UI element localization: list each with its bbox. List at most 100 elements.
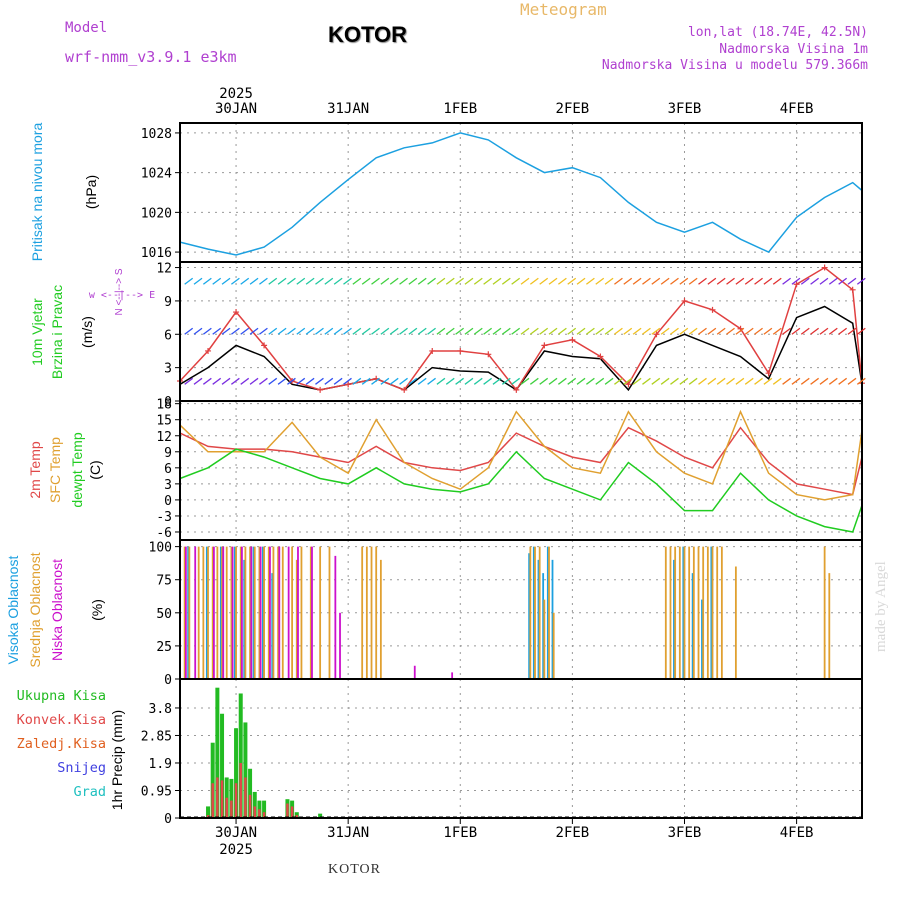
wind-barb (268, 327, 278, 335)
wind-barb (548, 277, 558, 285)
top-day-label: 2FEB (556, 101, 590, 117)
gust-marker (653, 331, 660, 338)
wind-barb (184, 377, 194, 385)
wind-barb (716, 327, 726, 335)
precip-bar (234, 728, 239, 818)
wind-axis-unit: (m/s) (79, 316, 95, 348)
y-tick-label: 1.9 (149, 757, 172, 772)
bottom-day-label: 1FEB (443, 825, 477, 841)
wind-axis-title-2: Brzina i Pravac (49, 285, 65, 379)
wind-barb (567, 377, 577, 385)
wind-barb (230, 327, 240, 335)
gust-marker (317, 386, 324, 393)
wind-barb (296, 327, 306, 335)
model-name: wrf-nmm_v3.9.1 e3km (65, 48, 237, 66)
wind-barb (221, 327, 231, 335)
wind-barb (679, 327, 689, 335)
wind-barb (455, 277, 464, 285)
wind-barb (287, 277, 296, 285)
wind-barb (539, 277, 549, 285)
series-line (179, 132, 863, 256)
precip-bar (210, 742, 215, 818)
wind-barb (604, 277, 614, 285)
wind-barb (791, 327, 801, 335)
wind-barb (492, 277, 502, 285)
wind-barb (445, 277, 455, 285)
y-tick-label: 12 (156, 430, 172, 445)
precip-bar (244, 777, 247, 818)
gust-marker (793, 281, 800, 288)
y-tick-label: -3 (156, 510, 172, 525)
wind-barb (305, 327, 315, 335)
station-title: KOTOR (328, 22, 408, 47)
wind-barb (352, 377, 362, 385)
wind-barb (380, 377, 390, 385)
wind-barb (230, 377, 240, 385)
y-tick-label: 12 (156, 262, 172, 277)
wind-barb (259, 377, 268, 385)
precip-bar (258, 809, 261, 818)
gust-marker (821, 264, 828, 271)
series-line (179, 305, 863, 392)
gust-marker (569, 336, 576, 343)
wind-barb (511, 327, 521, 335)
wind-barb (679, 377, 689, 385)
y-tick-label: 3 (164, 478, 172, 493)
wind-barb (576, 277, 586, 285)
wind-barb (464, 327, 474, 335)
wind-barb (408, 277, 418, 285)
y-tick-label: 50 (156, 607, 172, 622)
y-tick-label: 0 (164, 395, 172, 410)
precip-legend-item: Zaledj.Kisa (17, 736, 106, 752)
wind-barb (259, 327, 268, 335)
wind-barb (847, 377, 857, 385)
gust-marker (205, 347, 212, 354)
wind-barb (352, 327, 362, 335)
wind-barb (315, 377, 324, 385)
wind-barb (791, 277, 801, 285)
precip-bar (206, 806, 211, 818)
y-tick-label: 0 (164, 673, 172, 688)
y-tick-label: 1028 (141, 127, 172, 142)
y-tick-label: 15 (156, 414, 172, 429)
wind-barb (567, 277, 577, 285)
wind-barb (632, 277, 642, 285)
cloud-axis-unit: (%) (89, 599, 105, 621)
wind-barb (520, 377, 530, 385)
precip-bar (211, 783, 214, 818)
wind-barb (726, 377, 735, 385)
wind-barb (427, 377, 436, 385)
wind-barb (726, 277, 735, 285)
gust-marker (485, 351, 492, 358)
wind-barb (763, 277, 773, 285)
precip-bar (238, 693, 243, 818)
wind-barb (361, 327, 371, 335)
wind-barb (259, 277, 268, 285)
series-line (179, 426, 863, 496)
y-tick-label: 18 (156, 398, 172, 413)
wind-barb (707, 277, 717, 285)
wind-barb (371, 377, 380, 385)
wind-barb (838, 377, 848, 385)
precip-legend-item: Snijeg (57, 760, 106, 776)
precip-bar (216, 777, 219, 818)
wind-barb (810, 277, 820, 285)
gust-marker (345, 381, 352, 388)
wind-barb (744, 327, 754, 335)
top-day-label: 3FEB (668, 101, 702, 117)
wind-barb (651, 277, 661, 285)
wind-barb (240, 277, 250, 285)
wind-barb (296, 277, 306, 285)
wind-barb (361, 277, 371, 285)
wind-barb (698, 377, 707, 385)
wind-barb (754, 327, 763, 335)
wind-barb (539, 327, 549, 335)
wind-barb (557, 377, 567, 385)
pressure-axis-unit: (hPa) (83, 175, 99, 209)
y-tick-label: -6 (156, 526, 172, 541)
precip-bar (318, 813, 323, 818)
top-day-label: 30JAN (215, 101, 257, 117)
wind-barb (287, 377, 296, 385)
wind-barb (380, 277, 390, 285)
wind-barb (576, 377, 586, 385)
